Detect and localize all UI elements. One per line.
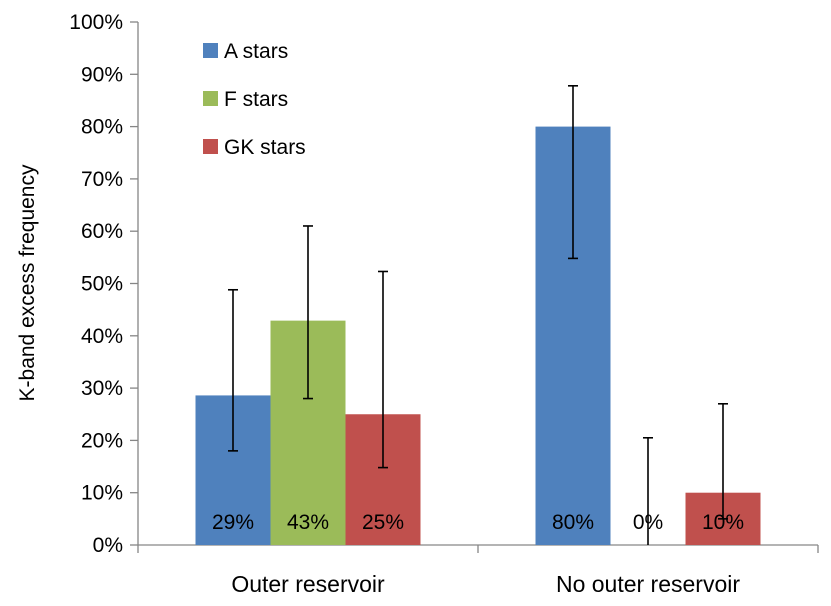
legend-swatch bbox=[203, 91, 218, 106]
data-label: 10% bbox=[702, 511, 744, 534]
data-label: 43% bbox=[287, 511, 329, 534]
legend-entry: F stars bbox=[224, 88, 288, 111]
legend-entry: GK stars bbox=[224, 136, 306, 159]
y-tick-label: 40% bbox=[81, 325, 123, 348]
legend-swatch bbox=[203, 139, 218, 154]
legend-swatch bbox=[203, 43, 218, 58]
bars bbox=[195, 126, 761, 545]
data-label: 80% bbox=[552, 511, 594, 534]
x-category-label: No outer reservoir bbox=[556, 571, 740, 597]
x-category-label: Outer reservoir bbox=[231, 571, 385, 597]
y-tick-label: 90% bbox=[81, 63, 123, 86]
error-bars bbox=[228, 85, 728, 545]
y-tick-label: 60% bbox=[81, 220, 123, 243]
axes: 0% 10% 20% 30% 40% 50% 60% 70% 80% 90% 100% Outer r… bbox=[69, 11, 819, 597]
y-axis-label: K-band excess frequency bbox=[16, 164, 39, 401]
legend-entry: A stars bbox=[224, 40, 288, 63]
y-tick-label: 80% bbox=[81, 116, 123, 139]
data-label: 29% bbox=[212, 511, 254, 534]
y-tick-label: 20% bbox=[81, 429, 123, 452]
y-tick-label: 30% bbox=[81, 377, 123, 400]
legend: A stars F stars GK stars bbox=[203, 40, 306, 159]
y-tick-label: 50% bbox=[81, 273, 123, 296]
y-tick-label: 0% bbox=[93, 534, 123, 557]
data-label: 25% bbox=[362, 511, 404, 534]
y-tick-label: 10% bbox=[81, 482, 123, 505]
data-labels: 29% 80% 43% 0% 25% 10% bbox=[212, 511, 744, 534]
y-tick-label: 100% bbox=[69, 11, 123, 34]
data-label: 0% bbox=[633, 511, 663, 534]
y-tick-label: 70% bbox=[81, 168, 123, 191]
